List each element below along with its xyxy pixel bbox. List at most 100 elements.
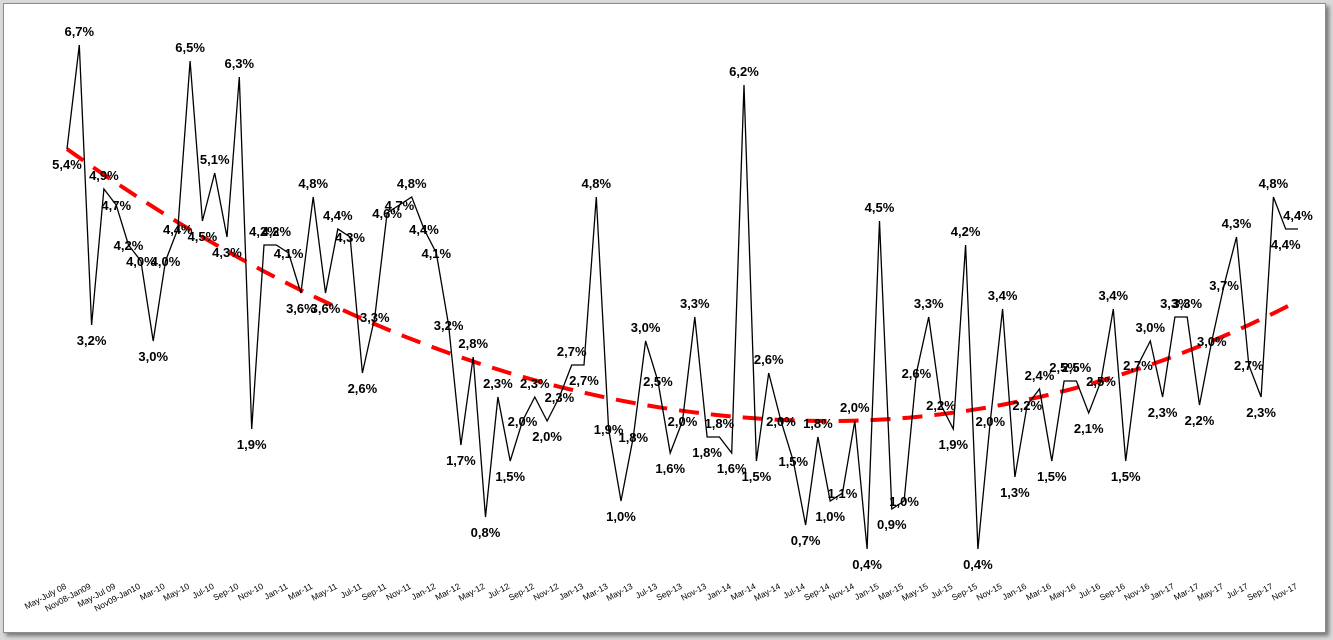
x-tick-label: Sep-12	[507, 581, 536, 603]
data-label: 1,1%	[828, 486, 858, 501]
data-label: 4,8%	[581, 176, 611, 191]
data-label: 2,2%	[1185, 413, 1215, 428]
data-label: 1,0%	[815, 509, 845, 524]
x-tick-label: Mar-17	[1172, 581, 1201, 603]
data-label: 2,8%	[458, 336, 488, 351]
data-label: 3,3%	[914, 296, 944, 311]
trend-layer	[65, 147, 1299, 423]
data-label: 1,8%	[803, 416, 833, 431]
data-label: 1,5%	[1037, 469, 1067, 484]
x-tick-label: May-16	[1048, 581, 1078, 603]
data-label: 4,4%	[323, 208, 353, 223]
data-label: 3,4%	[1098, 288, 1128, 303]
trend-line	[65, 147, 1299, 423]
data-label: 1,5%	[778, 454, 808, 469]
x-tick-label: Mar-13	[581, 581, 610, 603]
data-label: 2,3%	[520, 376, 550, 391]
data-label: 6,7%	[64, 24, 94, 39]
data-label: 2,7%	[569, 373, 599, 388]
x-tick-label: Mar-11	[286, 581, 314, 602]
data-label: 1,9%	[237, 437, 267, 452]
data-label: 2,6%	[754, 352, 784, 367]
x-tick-label: May-17	[1195, 581, 1225, 603]
chart-frame: 5,4% 6,7% 3,2% 4,9% 4,7% 4,2% 4,0% 3,0% 4,0% 4,4%…	[3, 3, 1326, 633]
x-tick-label: Sep-11	[360, 581, 389, 603]
x-tick-label: Mar-15	[877, 581, 906, 603]
data-label: 2,6%	[348, 381, 378, 396]
data-label: 0,9%	[877, 517, 907, 532]
data-label: 2,0%	[668, 414, 698, 429]
data-label: 4,2%	[261, 224, 291, 239]
data-label: 2,4%	[1025, 368, 1055, 383]
data-label: 3,7%	[1209, 278, 1239, 293]
data-label: 6,3%	[224, 56, 254, 71]
x-tick-label: May-12	[457, 581, 487, 603]
data-label: 2,2%	[926, 398, 956, 413]
data-label: 2,7%	[1234, 358, 1264, 373]
data-label: 4,0%	[126, 254, 156, 269]
data-label: 3,2%	[77, 333, 107, 348]
x-tick-label: Sep-16	[1098, 581, 1127, 603]
data-label: 2,5%	[643, 374, 673, 389]
data-label: 0,8%	[471, 525, 501, 540]
data-label: 4,5%	[188, 229, 218, 244]
data-label: 3,3%	[1160, 296, 1190, 311]
x-tick-label: Sep-15	[950, 581, 979, 603]
x-tick-label: Sep-17	[1245, 581, 1274, 603]
x-tick-label: Nov-11	[384, 581, 413, 603]
data-label: 4,2%	[951, 224, 981, 239]
line-chart: 5,4%6,7%3,2%4,9%4,7%4,2%4,0%3,0%4,0%4,4%…	[23, 24, 1313, 614]
data-label: 2,0%	[508, 414, 538, 429]
data-label: 3,0%	[138, 349, 168, 364]
x-tick-label: May-15	[900, 581, 930, 603]
data-label: 4,6%	[372, 206, 402, 221]
data-label: 3,6%	[311, 301, 341, 316]
data-label: 1,0%	[889, 494, 919, 509]
data-label: 4,9%	[89, 168, 119, 183]
x-tick-label: Jan-16	[1000, 581, 1028, 602]
data-label: 1,6%	[655, 461, 685, 476]
x-tick-label: Jul-10	[190, 581, 215, 601]
data-label: 4,5%	[865, 200, 895, 215]
data-label: 4,1%	[274, 246, 304, 261]
data-label: 1,7%	[446, 453, 476, 468]
data-label: 0,4%	[852, 557, 882, 572]
data-label: 6,2%	[729, 64, 759, 79]
x-tick-label: Jan-13	[557, 581, 585, 602]
x-tick-label: Jul-12	[486, 581, 511, 601]
data-label: 4,4%	[163, 222, 193, 237]
data-label: 3,3%	[360, 310, 390, 325]
data-label: 1,9%	[938, 437, 968, 452]
data-label: 3,6%	[286, 301, 316, 316]
x-tick-label: Jul-13	[634, 581, 659, 601]
x-tick-label: May-10	[161, 581, 191, 603]
x-tick-label: Nov-15	[975, 581, 1004, 603]
x-tick-label: Nov-10	[236, 581, 265, 603]
data-label: 1,5%	[495, 469, 525, 484]
data-label: 4,1%	[421, 246, 451, 261]
data-label: 4,3%	[335, 230, 365, 245]
data-label: 1,3%	[1000, 485, 1030, 500]
x-tick-label: Sep-10	[211, 581, 240, 603]
data-label: 1,5%	[1111, 469, 1141, 484]
data-label: 2,7%	[557, 344, 587, 359]
data-label: 1,9%	[594, 422, 624, 437]
data-label: 2,0%	[840, 400, 870, 415]
data-label: 0,4%	[963, 557, 993, 572]
data-label: 4,8%	[1259, 176, 1289, 191]
data-label: 2,1%	[1074, 421, 1104, 436]
data-label: 2,3%	[1148, 405, 1178, 420]
x-tick-label: May-13	[605, 581, 635, 603]
data-label: 3,2%	[434, 318, 464, 333]
data-label: 3,0%	[1135, 320, 1165, 335]
data-label: 4,8%	[397, 176, 427, 191]
data-label: 3,4%	[988, 288, 1018, 303]
x-tick-label: Nov-17	[1270, 581, 1299, 603]
data-label: 3,3%	[1172, 296, 1202, 311]
data-labels: 5,4%6,7%3,2%4,9%4,7%4,2%4,0%3,0%4,0%4,4%…	[52, 24, 1313, 572]
x-tick-label: Mar-16	[1024, 581, 1053, 603]
x-tick-label: Jul-15	[929, 581, 954, 601]
x-tick-label: Nov-12	[531, 581, 560, 603]
data-label: 6,5%	[175, 40, 205, 55]
x-tick-label: Jan-11	[262, 581, 289, 602]
